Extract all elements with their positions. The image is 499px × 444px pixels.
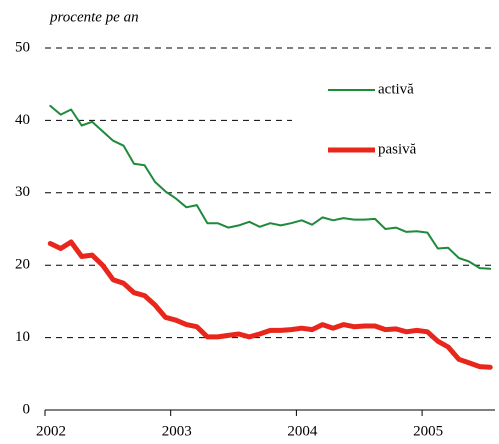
legend-label: pasivă — [378, 141, 417, 157]
y-tick-label: 50 — [15, 39, 30, 55]
y-tick-label: 10 — [15, 329, 30, 345]
x-tick-label: 2002 — [36, 423, 66, 439]
x-tick-label: 2005 — [413, 423, 443, 439]
legend-background — [292, 72, 495, 167]
y-tick-label: 20 — [15, 257, 30, 273]
x-tick-label: 2003 — [162, 423, 192, 439]
y-tick-label: 40 — [15, 112, 30, 128]
series-line — [47, 239, 493, 370]
y-tick-label: 30 — [15, 184, 30, 200]
x-tick-label: 2004 — [287, 423, 318, 439]
legend-label: activă — [378, 81, 414, 97]
y-tick-label: 0 — [23, 401, 31, 417]
series-line — [49, 104, 492, 270]
y-axis-label: procente pe an — [49, 9, 139, 25]
